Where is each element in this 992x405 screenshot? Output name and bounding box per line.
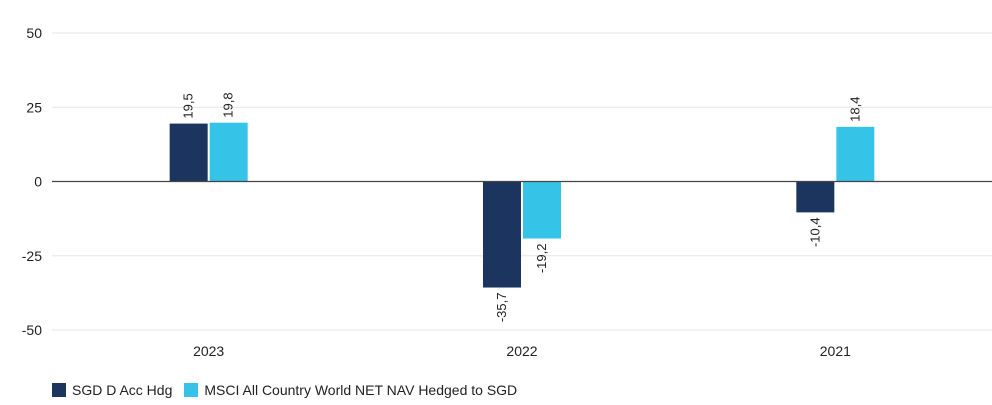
x-category-label: 2022 (506, 343, 537, 359)
bar-2022-series-1 (483, 181, 521, 288)
legend-label-series-2: MSCI All Country World NET NAV Hedged to… (204, 382, 518, 398)
grid-lines (52, 32, 992, 331)
y-tick-label: 50 (26, 25, 42, 41)
bar-2022-series-2 (523, 181, 561, 239)
data-label-2023-series-2: 19,8 (221, 92, 236, 117)
legend-item-series-1: SGD D Acc Hdg (52, 382, 172, 398)
bars (169, 122, 875, 288)
data-label-2022-series-2: -19,2 (534, 244, 549, 274)
x-category-label: 2021 (820, 343, 851, 359)
bar-2023-series-1 (169, 123, 208, 182)
y-tick-label: 0 (34, 174, 42, 190)
bar-2021-series-1 (796, 181, 835, 213)
legend-label-series-1: SGD D Acc Hdg (72, 382, 173, 398)
y-axis-tick-labels: 50 25 0 -25 -50 (22, 25, 42, 338)
bar-2021-series-2 (836, 126, 875, 182)
legend-swatch-series-2 (184, 383, 199, 397)
bar-2023-series-2 (209, 122, 248, 182)
data-label-2023-series-1: 19,5 (181, 93, 196, 118)
data-label-2022-series-1: -35,7 (494, 293, 509, 323)
y-tick-label: -50 (22, 322, 42, 338)
data-label-2021-series-1: -10,4 (807, 217, 822, 247)
x-axis-category-labels: 2023 2022 2021 (193, 343, 851, 359)
y-tick-label: -25 (22, 248, 42, 264)
data-labels: 19,5 19,8 -35,7 -19,2 -10,4 18,4 (181, 92, 863, 322)
data-label-2021-series-2: 18,4 (847, 97, 862, 122)
x-category-label: 2023 (193, 343, 224, 359)
legend: SGD D Acc Hdg MSCI All Country World NET… (52, 382, 529, 398)
legend-swatch-series-1 (52, 383, 66, 397)
legend-item-series-2: MSCI All Country World NET NAV Hedged to… (184, 382, 517, 398)
y-tick-label: 25 (26, 99, 42, 115)
